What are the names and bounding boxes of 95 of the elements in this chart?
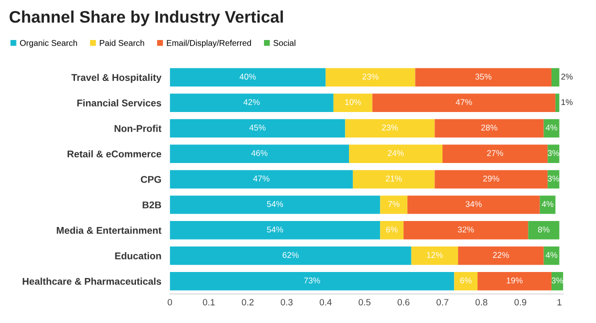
data-label: 23% [382, 124, 398, 131]
legend-label: Social [274, 40, 296, 46]
x-tick-label: 0.3 [280, 299, 293, 306]
y-tick-label: Travel & Hospitality [71, 74, 162, 83]
bar [380, 221, 404, 240]
bar [345, 119, 435, 138]
bar [415, 68, 552, 87]
data-label: 10% [345, 99, 361, 106]
y-tick-label: B2B [142, 201, 162, 208]
bar [540, 196, 556, 214]
data-label: 35% [475, 74, 492, 80]
bar [528, 221, 560, 240]
data-label: 34% [466, 201, 482, 207]
bar [404, 221, 528, 240]
data-label: 27% [487, 150, 504, 156]
bar [544, 246, 560, 265]
data-label: 6% [386, 226, 398, 232]
data-label: 73% [304, 278, 320, 284]
data-label: 47% [456, 99, 472, 106]
x-tick-label: 0.9 [514, 299, 526, 306]
bar [170, 144, 350, 163]
bar [552, 68, 560, 87]
y-tick-label: Education [115, 252, 161, 260]
bar [170, 94, 334, 112]
data-label: 4% [546, 124, 558, 131]
bar [548, 170, 560, 188]
x-tick-label: 0.6 [398, 299, 410, 306]
y-tick-label: CPG [140, 176, 161, 183]
data-label: 2% [561, 74, 573, 80]
data-label: 62% [282, 252, 299, 258]
data-label: 1% [562, 99, 573, 106]
bar [170, 170, 353, 188]
bar [442, 144, 548, 163]
data-label: 32% [458, 226, 474, 232]
bar [326, 68, 416, 87]
y-tick-label: Retail & eCommerce [68, 150, 162, 158]
data-label: 21% [386, 176, 402, 182]
y-tick-label: Media & Entertainment [56, 226, 162, 234]
x-tick-label: 0 [168, 299, 172, 306]
data-label: 23% [362, 74, 378, 80]
bar [333, 94, 372, 112]
data-label: 46% [251, 150, 268, 156]
bar [170, 68, 326, 87]
data-label: 54% [267, 226, 284, 232]
data-label: 40% [240, 74, 256, 80]
data-label: 45% [249, 124, 266, 131]
bar [544, 119, 560, 138]
bar [434, 170, 548, 188]
bar [458, 246, 544, 265]
bar [170, 246, 412, 265]
bar [349, 144, 442, 163]
y-tick-label: Financial Services [77, 99, 162, 106]
data-label: 4% [542, 201, 554, 207]
bar [170, 221, 380, 240]
x-tick-label: 0.8 [476, 299, 488, 306]
data-label: 42% [244, 99, 260, 106]
bar [411, 246, 458, 265]
bar [352, 170, 435, 188]
data-label: 19% [506, 278, 523, 284]
bar [170, 119, 346, 138]
data-label: 4% [546, 252, 558, 258]
legend-label: Organic Search [20, 40, 78, 48]
x-tick-label: 1 [558, 299, 562, 306]
data-label: 28% [481, 124, 498, 131]
bar [407, 196, 540, 214]
bar [170, 196, 380, 214]
x-tick-label: 0.2 [242, 299, 254, 306]
y-tick-label: Non-Profit [114, 124, 162, 132]
bar [170, 272, 454, 290]
data-label: 47% [253, 176, 270, 182]
data-label: 7% [388, 201, 400, 207]
legend-label: Paid Search [100, 40, 144, 46]
bar [548, 144, 560, 163]
legend-label: Email/Display/Referred [166, 40, 251, 48]
x-tick-label: 0.7 [436, 299, 448, 306]
bar [454, 272, 478, 290]
data-label: 3% [548, 150, 560, 156]
data-label: 54% [267, 201, 284, 207]
x-tick-label: 0.4 [320, 299, 332, 306]
data-label: 24% [388, 150, 404, 156]
x-tick-label: 0.5 [358, 299, 370, 306]
bar [372, 94, 556, 112]
x-tick-label: 0.1 [202, 299, 215, 306]
chart-title: Channel Share by Industry Vertical [10, 10, 283, 26]
data-label: 12% [426, 252, 443, 258]
data-label: 22% [492, 252, 509, 258]
data-label: 6% [460, 278, 472, 284]
bar [434, 119, 544, 138]
bar [555, 94, 560, 112]
data-label: 3% [548, 176, 560, 182]
bar [478, 272, 552, 290]
bar [380, 196, 408, 214]
data-label: 8% [538, 226, 550, 232]
y-tick-label: Healthcare & Pharmaceuticals [22, 278, 162, 285]
data-label: 29% [483, 176, 500, 182]
